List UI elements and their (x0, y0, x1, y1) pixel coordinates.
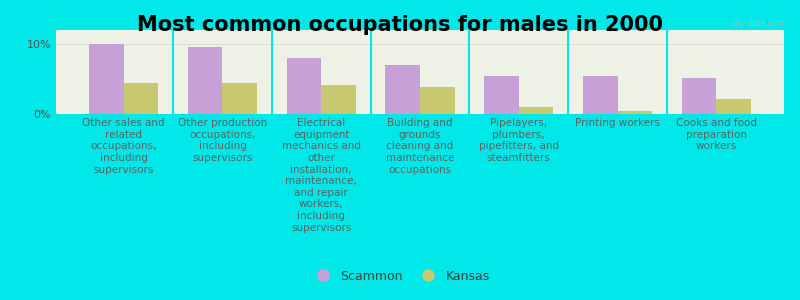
Bar (518, 107, 554, 114)
Bar (124, 82, 158, 114)
Bar (386, 65, 420, 114)
Bar (188, 47, 222, 114)
Bar (286, 58, 322, 114)
Bar (682, 78, 716, 114)
Bar (222, 82, 257, 114)
Bar (322, 85, 356, 114)
Bar (583, 76, 618, 114)
Bar (618, 110, 652, 114)
Bar (420, 87, 454, 114)
Bar (89, 44, 124, 114)
Bar (716, 99, 751, 114)
Legend: Scammon, Kansas: Scammon, Kansas (306, 265, 494, 288)
Text: city-data.com: city-data.com (731, 19, 784, 28)
Text: Most common occupations for males in 2000: Most common occupations for males in 200… (137, 15, 663, 35)
Bar (484, 76, 518, 114)
